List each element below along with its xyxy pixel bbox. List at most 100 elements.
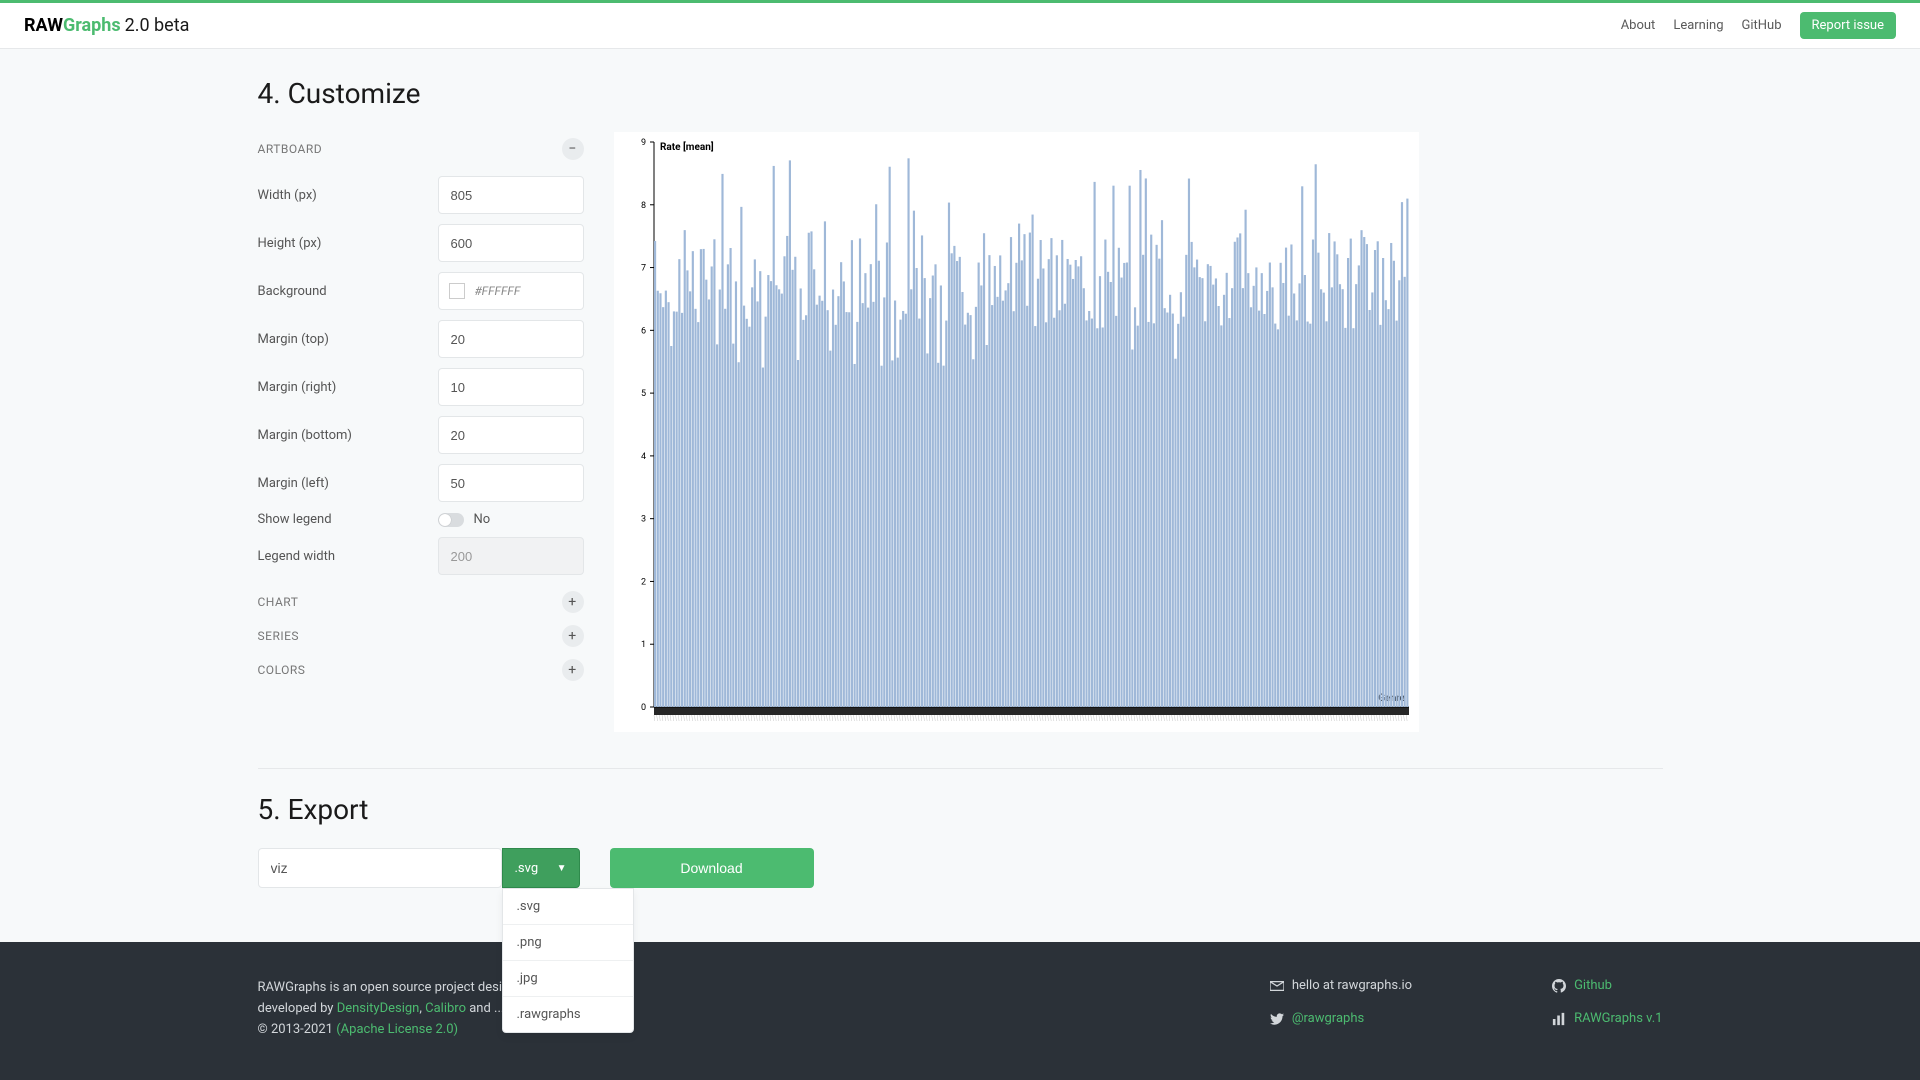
background-input[interactable]: #FFFFFF xyxy=(438,272,584,310)
bars-icon xyxy=(1552,1012,1566,1026)
download-button[interactable]: Download xyxy=(610,848,814,888)
legend-toggle-wrap: No xyxy=(438,512,584,527)
footer: RAWGraphs is an open source project desi… xyxy=(0,942,1920,1080)
brand-version: 2.0 beta xyxy=(125,15,190,36)
width-input[interactable] xyxy=(438,176,584,214)
svg-text:9: 9 xyxy=(640,138,645,148)
customize-row: ARTBOARD − Width (px) Height (px) Backgr… xyxy=(258,132,1663,732)
svg-text:3: 3 xyxy=(640,515,645,525)
legend-width-input xyxy=(438,537,584,575)
group-chart-label: CHART xyxy=(258,595,299,609)
footer-col1: hello at rawgraphs.io @rawgraphs xyxy=(1270,978,1412,1040)
opt-mright: Margin (right) xyxy=(258,368,584,406)
opt-mbottom-label: Margin (bottom) xyxy=(258,428,438,443)
chart-col: 0123456789Rate [mean]Genre xyxy=(614,132,1663,732)
group-artboard[interactable]: ARTBOARD − xyxy=(258,132,584,166)
legend-value: No xyxy=(474,512,491,527)
opt-mtop-label: Margin (top) xyxy=(258,332,438,347)
fmt-option-svg[interactable]: .svg xyxy=(503,889,633,925)
section-divider xyxy=(258,768,1663,769)
legend-toggle[interactable] xyxy=(438,513,464,527)
margin-left-input[interactable] xyxy=(438,464,584,502)
format-selected: .svg xyxy=(515,861,539,876)
footer-line2-pre: developed by xyxy=(258,1001,337,1016)
expand-chart-icon[interactable]: + xyxy=(562,591,584,613)
footer-v1[interactable]: RAWGraphs v.1 xyxy=(1552,1011,1662,1026)
opt-mleft-label: Margin (left) xyxy=(258,476,438,491)
format-dropdown: .svg .png .jpg .rawgraphs xyxy=(502,888,634,1033)
nav-learning[interactable]: Learning xyxy=(1673,18,1723,33)
group-colors[interactable]: COLORS + xyxy=(258,653,584,687)
chart-preview: 0123456789Rate [mean]Genre xyxy=(614,132,1419,732)
footer-v1-label: RAWGraphs v.1 xyxy=(1574,1011,1662,1026)
opt-height-label: Height (px) xyxy=(258,236,438,251)
brand-raw: RAW xyxy=(24,15,63,36)
filename-input[interactable] xyxy=(258,848,502,888)
chevron-down-icon: ▼ xyxy=(557,863,567,874)
opt-background-label: Background xyxy=(258,284,438,299)
expand-colors-icon[interactable]: + xyxy=(562,659,584,681)
svg-text:4: 4 xyxy=(640,452,645,462)
svg-text:2: 2 xyxy=(640,577,645,587)
opt-mleft: Margin (left) xyxy=(258,464,584,502)
fmt-option-jpg[interactable]: .jpg xyxy=(503,961,633,997)
footer-github[interactable]: Github xyxy=(1552,978,1662,993)
group-series[interactable]: SERIES + xyxy=(258,619,584,653)
margin-right-input[interactable] xyxy=(438,368,584,406)
svg-text:1: 1 xyxy=(640,640,645,650)
link-densitydesign[interactable]: DensityDesign xyxy=(337,1001,420,1016)
margin-top-input[interactable] xyxy=(438,320,584,358)
collapse-artboard-icon[interactable]: − xyxy=(562,138,584,160)
link-license[interactable]: (Apache License 2.0) xyxy=(336,1022,458,1037)
link-calibro[interactable]: Calibro xyxy=(425,1001,466,1016)
brand-graphs: Graphs xyxy=(63,15,121,36)
export-row: .svg ▼ Download .svg .png .jpg .rawgraph… xyxy=(258,848,1663,888)
svg-text:0: 0 xyxy=(640,703,645,713)
background-value: #FFFFFF xyxy=(475,284,521,298)
navbar: RAWGraphs 2.0 beta About Learning GitHub… xyxy=(0,3,1920,49)
fmt-option-rawgraphs[interactable]: .rawgraphs xyxy=(503,997,633,1032)
group-artboard-label: ARTBOARD xyxy=(258,142,323,156)
group-chart[interactable]: CHART + xyxy=(258,585,584,619)
report-issue-button[interactable]: Report issue xyxy=(1800,12,1896,39)
opt-mright-label: Margin (right) xyxy=(258,380,438,395)
svg-text:5: 5 xyxy=(640,389,645,399)
brand[interactable]: RAWGraphs 2.0 beta xyxy=(24,15,189,36)
svg-text:8: 8 xyxy=(640,201,645,211)
footer-twitter[interactable]: @rawgraphs xyxy=(1270,1011,1412,1026)
footer-email[interactable]: hello at rawgraphs.io xyxy=(1270,978,1412,993)
github-icon xyxy=(1552,979,1566,993)
twitter-icon xyxy=(1270,1012,1284,1026)
customize-title: 4. Customize xyxy=(258,77,1663,110)
footer-and: and ... xyxy=(466,1001,504,1016)
opt-mtop: Margin (top) xyxy=(258,320,584,358)
nav-github[interactable]: GitHub xyxy=(1742,18,1782,33)
format-dropdown-button[interactable]: .svg ▼ xyxy=(502,848,580,888)
fmt-option-png[interactable]: .png xyxy=(503,925,633,961)
footer-github-label: Github xyxy=(1574,978,1612,993)
opt-mbottom: Margin (bottom) xyxy=(258,416,584,454)
margin-bottom-input[interactable] xyxy=(438,416,584,454)
group-colors-label: COLORS xyxy=(258,663,306,677)
toggle-knob xyxy=(439,514,451,526)
expand-series-icon[interactable]: + xyxy=(562,625,584,647)
footer-copyright: © 2013-2021 xyxy=(258,1022,337,1037)
opt-legend-label: Show legend xyxy=(258,512,438,527)
footer-col2: Github RAWGraphs v.1 xyxy=(1552,978,1662,1040)
footer-link-cols: hello at rawgraphs.io @rawgraphs Github … xyxy=(1270,978,1663,1040)
opt-width-label: Width (px) xyxy=(258,188,438,203)
opt-legendw-label: Legend width xyxy=(258,549,438,564)
footer-twitter-label: @rawgraphs xyxy=(1292,1011,1364,1026)
mail-icon xyxy=(1270,979,1284,993)
footer-inner: RAWGraphs is an open source project desi… xyxy=(258,942,1663,1040)
nav-about[interactable]: About xyxy=(1621,18,1656,33)
chart-svg: 0123456789Rate [mean]Genre xyxy=(614,132,1419,732)
opt-background: Background #FFFFFF xyxy=(258,272,584,310)
page: 4. Customize ARTBOARD − Width (px) Heigh… xyxy=(258,49,1663,888)
footer-email-label: hello at rawgraphs.io xyxy=(1292,978,1412,993)
color-swatch xyxy=(449,283,465,299)
svg-text:7: 7 xyxy=(640,264,645,274)
height-input[interactable] xyxy=(438,224,584,262)
options-col: ARTBOARD − Width (px) Height (px) Backgr… xyxy=(258,132,584,732)
export-title: 5. Export xyxy=(258,793,1663,826)
